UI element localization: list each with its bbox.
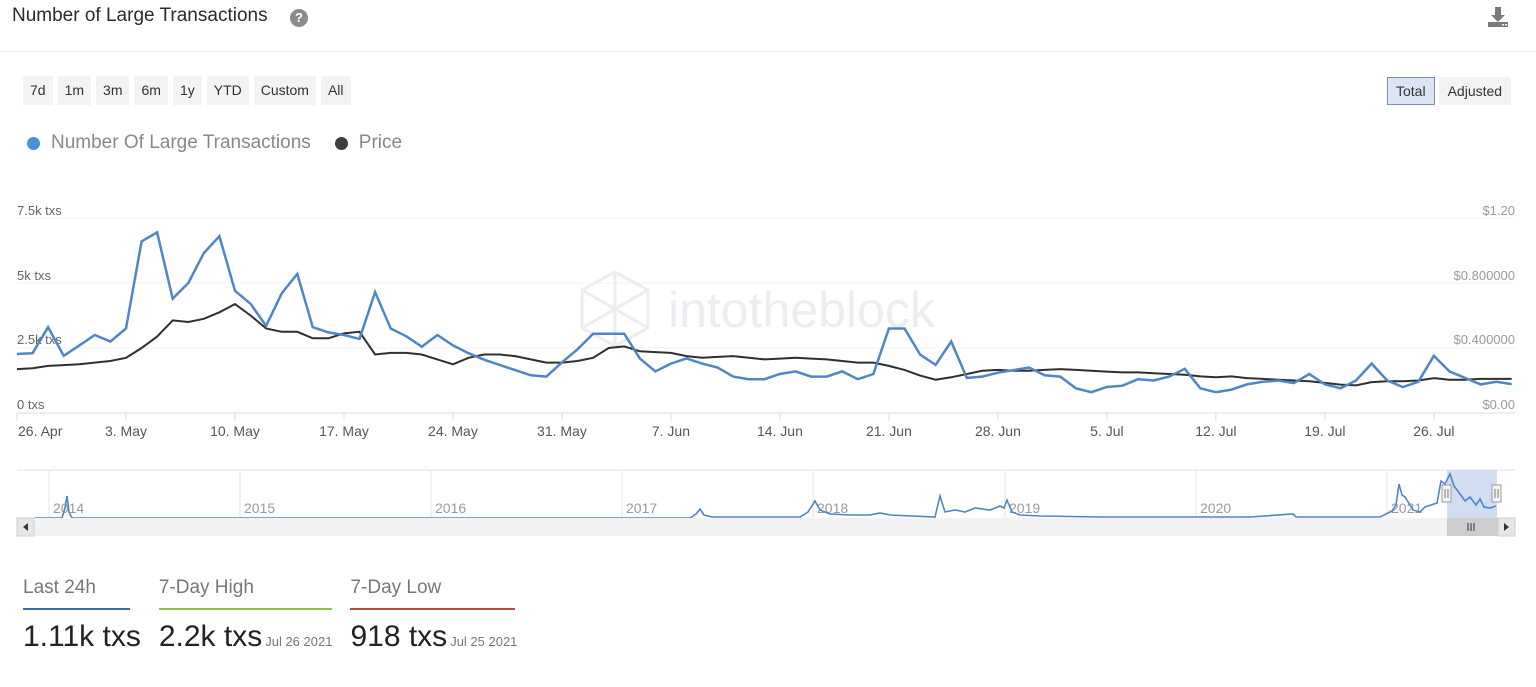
arrow-left-icon xyxy=(23,523,28,531)
x-tick-label: 10. May xyxy=(210,423,260,439)
help-icon[interactable]: ? xyxy=(290,9,308,27)
svg-text:$0.800000: $0.800000 xyxy=(1454,268,1515,283)
stat-label: 7-Day High xyxy=(158,577,332,610)
arrow-right-icon xyxy=(1504,523,1509,531)
stat-date: Jul 26 2021 xyxy=(265,634,333,649)
navigator-handle-left[interactable] xyxy=(1441,484,1452,503)
summary-stats: Last 24h 1.11k txs 7-Day High 2.2k txs Ju… xyxy=(23,577,535,654)
stat-7day-high: 7-Day High 2.2k txs Jul 26 2021 xyxy=(158,577,333,654)
svg-text:0 txs: 0 txs xyxy=(17,397,45,412)
navigator-year-labels: 2014 2015 2016 2017 2018 2019 2020 2021 xyxy=(53,500,1422,516)
transactions-line xyxy=(16,230,1512,394)
total-button[interactable]: Total xyxy=(1387,77,1435,105)
legend-label: Price xyxy=(358,132,403,153)
mode-toggle: Total Adjusted xyxy=(1387,77,1512,105)
svg-text:2021: 2021 xyxy=(1391,500,1422,516)
chart-title: Number of Large Transactions xyxy=(12,5,268,26)
legend-item-transactions[interactable]: Number Of Large Transactions xyxy=(27,132,311,154)
stat-value: 1.11k txs xyxy=(23,620,141,653)
range-6m-button[interactable]: 6m xyxy=(134,76,168,105)
svg-text:$0.400000: $0.400000 xyxy=(1454,332,1515,347)
svg-text:$1.20: $1.20 xyxy=(1482,203,1515,218)
range-1y-button[interactable]: 1y xyxy=(172,76,202,105)
price-line xyxy=(16,302,1512,387)
svg-text:2017: 2017 xyxy=(626,500,657,516)
x-tick-label: 5. Jul xyxy=(1090,423,1123,439)
y-axis-right: $1.20 $0.800000 $0.400000 $0.00 xyxy=(1454,203,1515,412)
legend-dot-icon xyxy=(334,136,348,150)
x-tick-label: 12. Jul xyxy=(1195,423,1236,439)
y-axis-left: 7.5k txs 5k txs 2.5k txs 0 txs xyxy=(17,203,62,412)
stat-label: 7-Day Low xyxy=(350,577,516,610)
svg-text:2016: 2016 xyxy=(435,500,466,516)
stat-date: Jul 25 2021 xyxy=(450,634,518,649)
x-tick-label: 17. May xyxy=(319,423,369,439)
scrollbar-thumb[interactable] xyxy=(1447,518,1498,536)
x-axis: 26. Apr 3. May 10. May 17. May 24. May 31. Ma… xyxy=(16,413,1454,439)
navigator[interactable]: 2014 2015 2016 2017 2018 2019 2020 2021 xyxy=(0,465,1536,540)
stat-label: Last 24h xyxy=(23,577,130,610)
range-3m-button[interactable]: 3m xyxy=(96,76,130,105)
range-7d-button[interactable]: 7d xyxy=(23,76,53,105)
x-tick-label: 3. May xyxy=(105,423,147,439)
legend-item-price[interactable]: Price xyxy=(334,132,403,154)
legend-label: Number Of Large Transactions xyxy=(51,132,311,153)
stat-value: 918 txs Jul 25 2021 xyxy=(350,620,518,653)
chart-legend: Number Of Large Transactions Price xyxy=(27,132,426,154)
svg-text:$0.00: $0.00 xyxy=(1482,397,1515,412)
x-tick-label: 24. May xyxy=(428,423,478,439)
navigator-handle-right[interactable] xyxy=(1491,484,1502,503)
x-tick-label: 19. Jul xyxy=(1304,423,1345,439)
x-tick-label: 14. Jun xyxy=(757,423,803,439)
x-tick-label: 28. Jun xyxy=(975,423,1021,439)
x-tick-label: 7. Jun xyxy=(652,423,690,439)
svg-text:7.5k txs: 7.5k txs xyxy=(17,203,62,218)
range-ytd-button[interactable]: YTD xyxy=(206,76,249,105)
range-all-button[interactable]: All xyxy=(320,76,351,105)
main-chart[interactable]: intotheblock 7.5k txs 5k txs 2.5k txs 0 … xyxy=(0,190,1536,445)
range-1m-button[interactable]: 1m xyxy=(57,76,92,105)
scrollbar-track[interactable] xyxy=(17,518,1515,536)
watermark: intotheblock xyxy=(580,270,936,348)
x-tick-label: 26. Jul xyxy=(1413,423,1454,439)
navigator-selection[interactable] xyxy=(1447,470,1497,518)
adjusted-button[interactable]: Adjusted xyxy=(1438,77,1512,105)
gridlines xyxy=(17,217,1515,414)
svg-text:2019: 2019 xyxy=(1009,500,1040,516)
stat-7day-low: 7-Day Low 918 txs Jul 25 2021 xyxy=(350,577,517,654)
stat-last-24h: Last 24h 1.11k txs xyxy=(23,577,141,654)
x-tick-label: 31. May xyxy=(537,423,587,439)
chart-header: Number of Large Transactions ? xyxy=(0,0,1536,52)
range-custom-button[interactable]: Custom xyxy=(253,76,316,105)
navigator-series xyxy=(35,471,1497,519)
stat-value: 2.2k txs Jul 26 2021 xyxy=(158,620,333,653)
x-tick-label: 26. Apr xyxy=(18,423,63,439)
legend-dot-icon xyxy=(27,136,40,150)
x-tick-label: 21. Jun xyxy=(866,423,912,439)
svg-text:5k txs: 5k txs xyxy=(17,268,51,283)
range-selector: 7d 1m 3m 6m 1y YTD Custom All xyxy=(23,76,351,105)
navigator-year-dividers xyxy=(48,470,1388,518)
svg-text:2020: 2020 xyxy=(1200,500,1231,516)
download-icon[interactable] xyxy=(1486,5,1510,29)
svg-text:2015: 2015 xyxy=(244,500,275,516)
